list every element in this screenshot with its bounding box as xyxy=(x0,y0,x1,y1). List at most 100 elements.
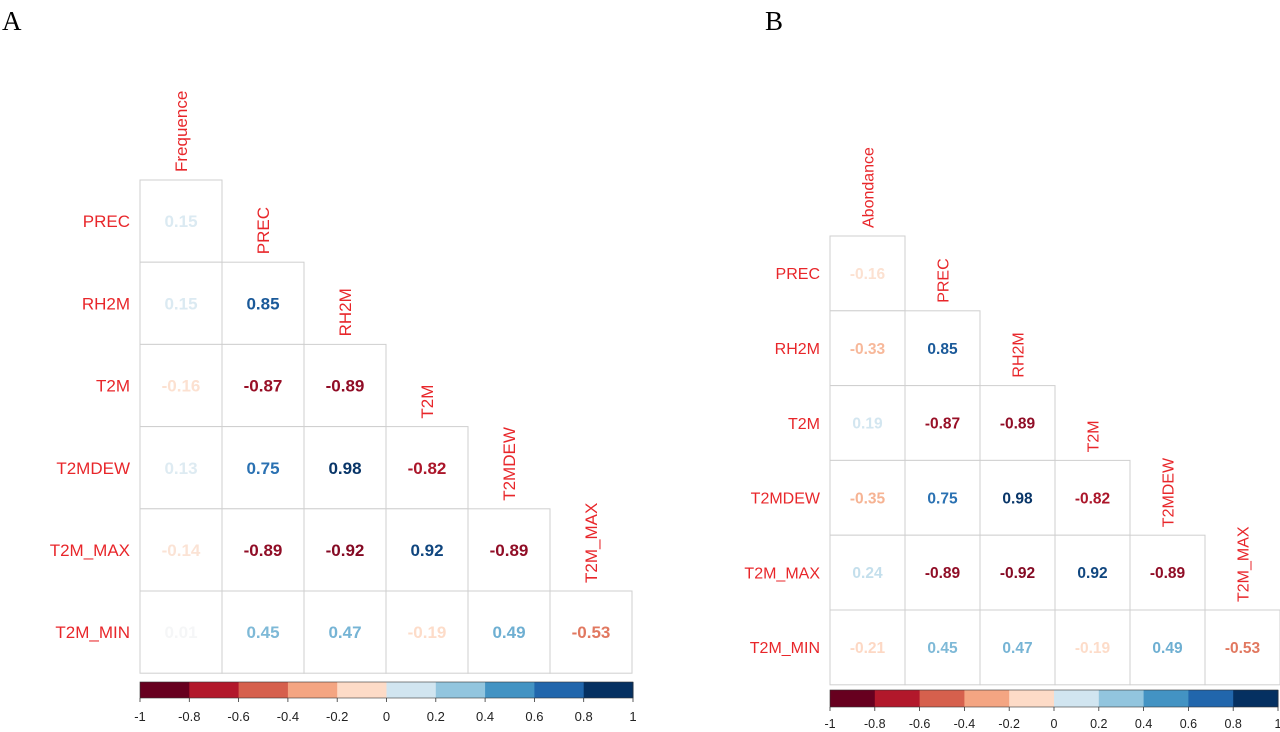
matrix-cell xyxy=(303,508,387,592)
correlation-value: 0.47 xyxy=(1002,640,1032,657)
correlation-value: -0.89 xyxy=(925,565,961,582)
colorbar-tick-label: -1 xyxy=(824,717,835,731)
colorbar-tick-label: -0.8 xyxy=(178,709,200,724)
panel-label: A xyxy=(2,6,22,36)
correlation-panel-a: A 0.15 0.15 0.85 -0.16 -0.87 -0.89 0.13 0.75 0.98… xyxy=(2,6,637,724)
matrix-cell xyxy=(904,609,981,686)
row-label: T2M_MAX xyxy=(744,565,820,582)
colorbar-tick-label: 0.8 xyxy=(1225,717,1242,731)
row-label: RH2M xyxy=(82,294,130,313)
matrix-cell xyxy=(221,261,305,345)
matrix-cell xyxy=(221,426,305,510)
column-label: PREC xyxy=(254,207,273,254)
column-label: PREC xyxy=(935,258,952,302)
row-label: PREC xyxy=(776,266,820,283)
colorbar-segment xyxy=(1009,690,1055,707)
correlation-value: 0.92 xyxy=(1077,565,1107,582)
colorbar-tick-label: -0.2 xyxy=(998,717,1020,731)
correlation-value: -0.19 xyxy=(408,623,447,642)
column-label: Abondance xyxy=(860,147,877,228)
correlation-value: 0.13 xyxy=(164,459,197,478)
colorbar-tick-label: -0.4 xyxy=(277,709,299,724)
colorbar-tick-label: -0.6 xyxy=(909,717,931,731)
correlation-value: 0.49 xyxy=(492,623,525,642)
colorbar-tick-label: -0.2 xyxy=(326,709,348,724)
correlation-value: -0.89 xyxy=(326,377,365,396)
column-label: T2MDEW xyxy=(1160,457,1177,527)
matrix-cell xyxy=(139,261,223,345)
colorbar-segment xyxy=(386,682,437,698)
column-label: T2M_MAX xyxy=(582,503,601,583)
matrix-cell xyxy=(1129,609,1206,686)
correlation-value: -0.92 xyxy=(1000,565,1035,582)
correlation-value: -0.21 xyxy=(850,640,886,657)
colorbar-tick-label: 0.8 xyxy=(575,709,593,724)
colorbar-tick-label: -0.8 xyxy=(864,717,886,731)
row-label: T2MDEW xyxy=(751,491,821,508)
matrix-cell xyxy=(467,508,551,592)
correlation-value: -0.53 xyxy=(1225,640,1261,657)
row-label: T2MDEW xyxy=(56,459,130,478)
matrix-cell xyxy=(829,459,906,536)
matrix-cell xyxy=(1054,609,1131,686)
correlation-value: 0.24 xyxy=(852,565,883,582)
matrix-cell xyxy=(979,609,1056,686)
colorbar-tick-label: -0.6 xyxy=(227,709,249,724)
matrix-cell xyxy=(549,590,633,674)
correlation-value: 0.85 xyxy=(246,294,279,313)
correlation-value: -0.89 xyxy=(1150,565,1186,582)
matrix-cell xyxy=(904,310,981,387)
matrix-cell xyxy=(221,590,305,674)
colorbar-segment xyxy=(1143,690,1189,707)
colorbar-segment xyxy=(583,682,634,698)
colorbar-segment xyxy=(874,690,921,707)
matrix-cell xyxy=(829,534,906,611)
correlation-value: 0.75 xyxy=(927,490,958,507)
column-label: T2M xyxy=(418,385,437,419)
correlation-value: -0.92 xyxy=(326,541,365,560)
colorbar-tick-label: 1 xyxy=(1275,717,1280,731)
colorbar-tick-label: 0 xyxy=(1051,717,1058,731)
colorbar-segment xyxy=(140,682,190,698)
colorbar-tick-label: 0.4 xyxy=(476,709,494,724)
matrix-cell xyxy=(385,508,469,592)
colorbar-tick-label: 0 xyxy=(383,709,390,724)
matrix-cell xyxy=(1054,459,1131,536)
matrix-cell xyxy=(829,385,906,461)
colorbar-segment xyxy=(964,690,1010,707)
matrix-cell xyxy=(221,508,305,592)
row-label: T2M_MIN xyxy=(750,640,820,657)
colorbar-segment xyxy=(189,682,240,698)
colorbar-segment xyxy=(1098,690,1145,707)
matrix-cell xyxy=(385,426,469,510)
correlation-value: 0.49 xyxy=(1152,640,1183,657)
colorbar-tick-label: 0.6 xyxy=(1180,717,1197,731)
colorbar-segment xyxy=(919,690,965,707)
correlation-panel-b: B -0.16 -0.33 0.85 0.19 -0.87 -0.89 -0.35 0.75 0.… xyxy=(744,6,1280,731)
column-label: T2MDEW xyxy=(500,427,519,501)
column-label: RH2M xyxy=(336,288,355,336)
colorbar-segment xyxy=(534,682,585,698)
correlation-value: 0.47 xyxy=(328,623,361,642)
matrix-cell xyxy=(979,534,1056,611)
column-label: T2M_MAX xyxy=(1235,526,1252,602)
matrix-cell xyxy=(385,590,469,674)
correlation-value: 0.45 xyxy=(246,623,279,642)
matrix-cell xyxy=(139,590,223,674)
panel-label: B xyxy=(765,6,783,36)
correlation-value: 0.75 xyxy=(246,459,279,478)
row-label: T2M_MIN xyxy=(55,623,130,642)
correlation-value: 0.19 xyxy=(852,416,883,433)
correlation-value: 0.92 xyxy=(410,541,443,560)
matrix-cell xyxy=(139,343,223,428)
matrix-cell xyxy=(467,590,551,674)
colorbar-segment xyxy=(1233,690,1279,707)
correlation-value: 0.85 xyxy=(927,341,958,358)
matrix-cell xyxy=(829,609,906,686)
correlation-value: -0.89 xyxy=(490,541,529,560)
matrix-cell xyxy=(904,534,981,611)
correlation-value: -0.82 xyxy=(1075,490,1110,507)
colorbar-segment xyxy=(830,690,876,707)
matrix-cell xyxy=(139,179,223,263)
